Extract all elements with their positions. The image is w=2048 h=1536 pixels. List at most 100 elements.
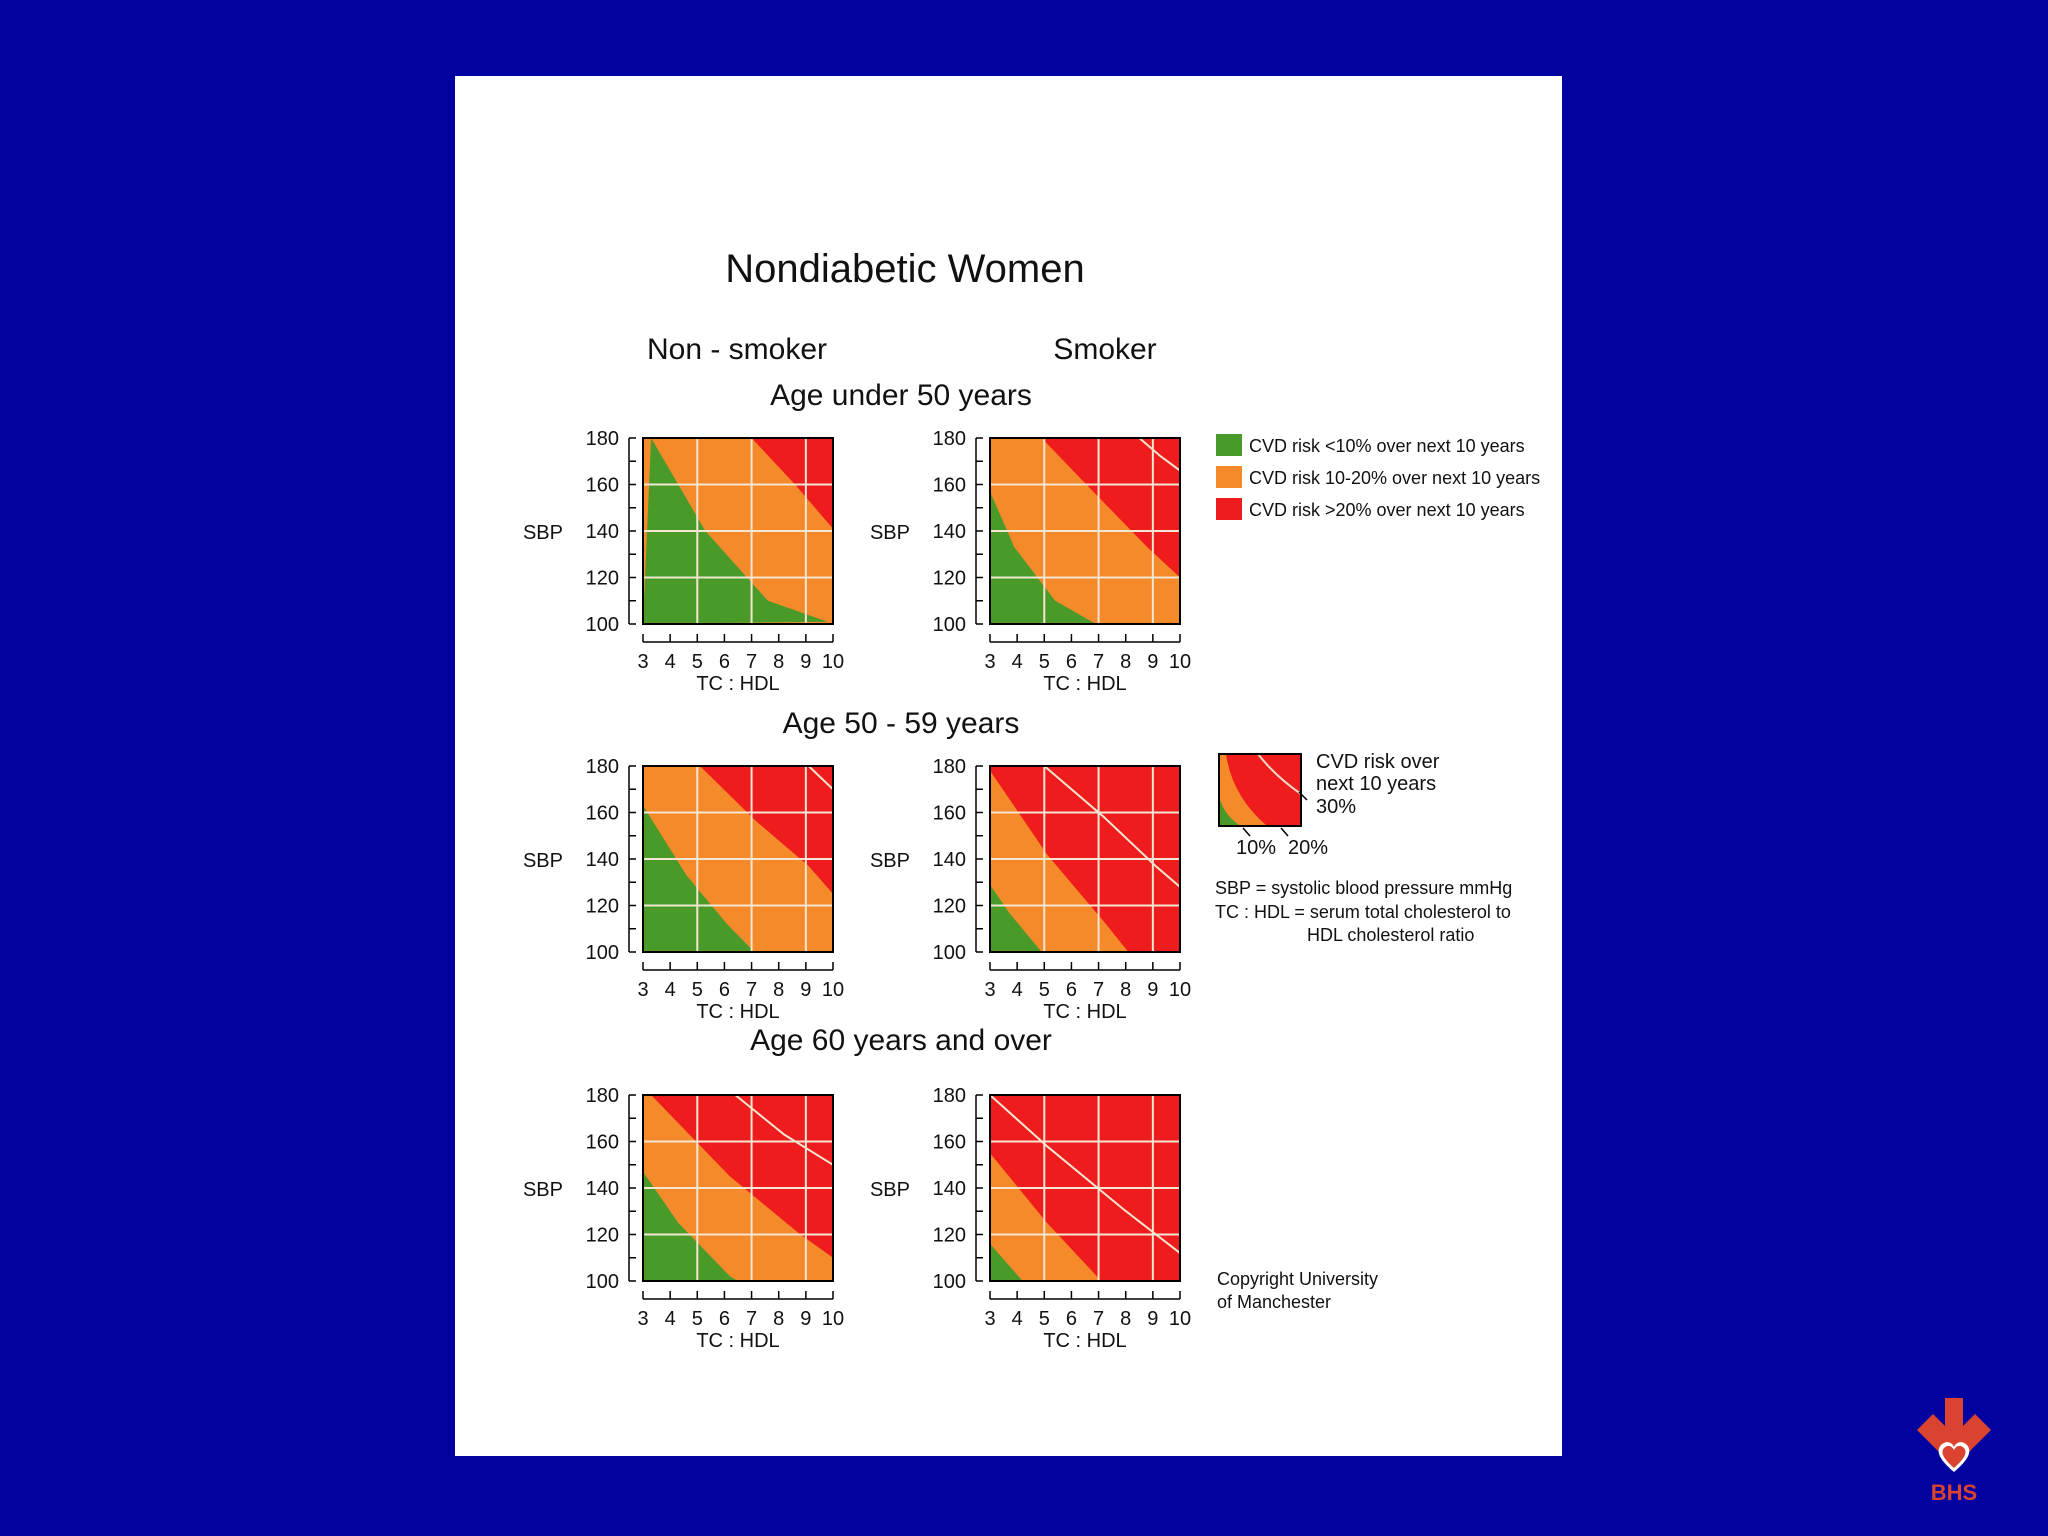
definition-tchdl-line2: HDL cholesterol ratio: [1307, 925, 1474, 945]
y-tick-label: 160: [586, 803, 619, 825]
panel-1-green-region: [990, 491, 1096, 624]
legend-swatch-green: [1216, 434, 1242, 456]
y-tick-label: 100: [933, 942, 966, 964]
y-tick-label: 120: [933, 896, 966, 918]
y-tick-label: 160: [586, 475, 619, 497]
y-tick-label: 180: [933, 756, 966, 778]
logo-text: BHS: [1931, 1480, 1977, 1505]
x-tick-label: 3: [637, 1308, 648, 1330]
panel-frame: [642, 765, 834, 953]
x-tick-label: 4: [1012, 979, 1023, 1001]
column-header-nonsmoker: Non - smoker: [647, 333, 827, 366]
x-tick-label: 5: [692, 1308, 703, 1330]
x-tick-label: 4: [665, 651, 676, 673]
x-axis-label: TC : HDL: [696, 1001, 779, 1023]
x-tick-label: 10: [1169, 651, 1191, 673]
key-10-pointer: [1242, 827, 1251, 837]
x-tick-label: 9: [800, 651, 811, 673]
definition-sbp: SBP = systolic blood pressure mmHg: [1215, 878, 1512, 898]
y-tick-label: 100: [586, 942, 619, 964]
key-caption-line1: CVD risk over: [1316, 751, 1440, 773]
legend-label-green: CVD risk <10% over next 10 years: [1249, 436, 1525, 456]
row-header-under-50: Age under 50 years: [770, 379, 1032, 412]
panel-1: 100 120 140 160 180 SBP 3 4 5 6 7 8 9 10 TC : HDL: [870, 428, 1191, 695]
x-tick-label: 6: [1066, 979, 1077, 1001]
bhs-logo-icon: BHS: [1917, 1398, 1991, 1505]
y-tick-label: 100: [586, 1271, 619, 1293]
x-axis-label: TC : HDL: [696, 673, 779, 695]
contour-30-line: [989, 1094, 1181, 1254]
legend-swatch-red: [1216, 498, 1242, 520]
y-tick-label: 180: [933, 1085, 966, 1107]
contour-30-line: [807, 765, 834, 791]
x-axis-label: TC : HDL: [1043, 673, 1126, 695]
x-tick-label: 4: [665, 979, 676, 1001]
y-axis-label: SBP: [870, 1179, 910, 1201]
legend-label-red: CVD risk >20% over next 10 years: [1249, 500, 1525, 520]
chart-slide: Nondiabetic Women Non - smoker Smoker Ag…: [455, 76, 1562, 1456]
definition-tchdl-line1: TC : HDL = serum total cholesterol to: [1215, 902, 1511, 922]
legend-swatch-orange: [1216, 466, 1242, 488]
panel-2-green-region: [643, 805, 755, 952]
chart-title: Nondiabetic Women: [725, 247, 1084, 291]
x-tick-label: 3: [984, 979, 995, 1001]
x-tick-label: 3: [637, 979, 648, 1001]
key-caption-30: 30%: [1316, 796, 1356, 818]
x-tick-label: 9: [1147, 651, 1158, 673]
y-tick-label: 160: [586, 1132, 619, 1154]
copyright-line2: of Manchester: [1217, 1292, 1331, 1312]
key-orange-region: [1219, 754, 1267, 826]
x-tick-label: 10: [822, 1308, 844, 1330]
copyright-line1: Copyright University: [1217, 1269, 1378, 1289]
y-tick-label: 180: [933, 428, 966, 450]
x-axis-label: TC : HDL: [1043, 1001, 1126, 1023]
panel-2: 100 120 140 160 180 SBP 3 4 5 6 7 8 9 10 TC : HDL: [523, 756, 844, 1023]
x-tick-label: 5: [1039, 651, 1050, 673]
x-axis-label: TC : HDL: [1043, 1330, 1126, 1352]
y-tick-label: 100: [933, 1271, 966, 1293]
row-header-60-over: Age 60 years and over: [750, 1024, 1052, 1057]
x-tick-label: 5: [1039, 979, 1050, 1001]
y-axis-label: SBP: [523, 1179, 563, 1201]
y-tick-label: 160: [933, 475, 966, 497]
legend: CVD risk <10% over next 10 years CVD ris…: [1216, 434, 1540, 520]
x-tick-label: 6: [719, 979, 730, 1001]
key-30-pointer: [1298, 791, 1308, 801]
y-tick-label: 140: [586, 1178, 619, 1200]
bhs-logo: BHS: [1905, 1392, 2015, 1512]
y-tick-label: 100: [933, 614, 966, 636]
contour-key: CVD risk over next 10 years 30% 10% 20%: [1218, 751, 1440, 859]
x-tick-label: 6: [1066, 1308, 1077, 1330]
x-tick-label: 8: [773, 651, 784, 673]
key-label-10: 10%: [1236, 837, 1276, 859]
y-tick-label: 160: [933, 803, 966, 825]
x-tick-label: 10: [1169, 1308, 1191, 1330]
y-tick-label: 140: [933, 521, 966, 543]
panel-frame: [989, 1094, 1181, 1282]
y-tick-label: 160: [933, 1132, 966, 1154]
contour-30-line: [1043, 765, 1181, 888]
x-tick-label: 7: [1093, 1308, 1104, 1330]
x-tick-label: 10: [1169, 979, 1191, 1001]
row-header-50-59: Age 50 - 59 years: [783, 707, 1020, 740]
y-tick-label: 180: [586, 1085, 619, 1107]
contour-30-line: [734, 1094, 834, 1166]
x-tick-label: 6: [1066, 651, 1077, 673]
y-tick-label: 100: [586, 614, 619, 636]
x-tick-label: 3: [984, 1308, 995, 1330]
panel-0: 100 120 140 160 180 SBP 3 4 5 6 7 8 9 10 TC : HDL: [523, 428, 844, 695]
x-tick-label: 5: [692, 979, 703, 1001]
y-tick-label: 180: [586, 756, 619, 778]
panel-frame: [642, 437, 834, 625]
key-caption-line2: next 10 years: [1316, 773, 1436, 795]
panel-4: 100 120 140 160 180 SBP 3 4 5 6 7 8 9 10 TC : HDL: [523, 1085, 844, 1352]
x-tick-label: 4: [1012, 1308, 1023, 1330]
x-tick-label: 4: [1012, 651, 1023, 673]
key-frame: [1218, 753, 1302, 827]
panel-3: 100 120 140 160 180 SBP 3 4 5 6 7 8 9 10 TC : HDL: [870, 756, 1191, 1023]
panel-3-green-region: [990, 884, 1042, 952]
x-tick-label: 9: [800, 1308, 811, 1330]
x-tick-label: 6: [719, 1308, 730, 1330]
y-tick-label: 120: [586, 1225, 619, 1247]
y-tick-label: 140: [586, 849, 619, 871]
